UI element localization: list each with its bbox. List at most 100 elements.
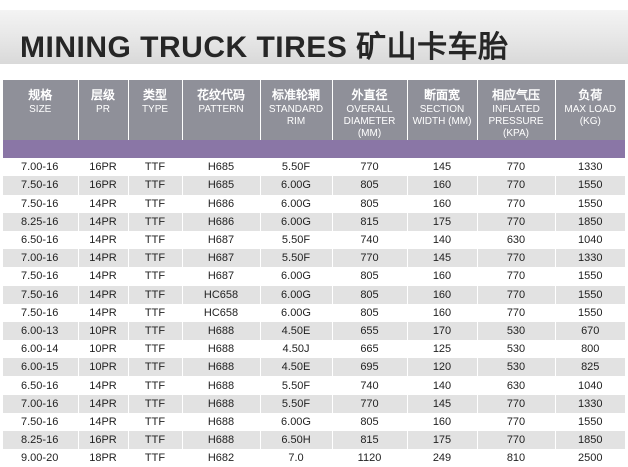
- table-body: 7.00-16 16PR TTF H685 5.50F 770 145 770 1330 7.50…: [3, 140, 625, 467]
- column-header-cn: 外直径: [351, 88, 388, 102]
- table-cell: 1040: [555, 230, 625, 250]
- table-cell: 7.50-16: [3, 412, 79, 431]
- table-header-row: 规格 SIZE 层级 PR 类型 TYPE 花纹代码 PATTERN 标准轮辋 STANDARD …: [3, 80, 625, 140]
- table-row: 6.00-15 10PR TTF H688 4.50E 695 120 530 825: [3, 358, 625, 377]
- column-header-en: PR: [96, 104, 110, 115]
- table-cell: H682: [182, 449, 261, 467]
- column-header-cn: 花纹代码: [196, 88, 245, 102]
- column-header-cn: 相应气压: [491, 88, 540, 102]
- table-cell: H687: [182, 267, 261, 286]
- table-row: 8.25-16 14PR TTF H686 6.00G 815 175 770 1850: [3, 212, 625, 231]
- title-band: [0, 10, 628, 64]
- table-cell: TTF: [128, 230, 183, 250]
- table-cell: 18PR: [78, 449, 129, 467]
- table-cell: 630: [477, 230, 556, 250]
- table-cell: 2500: [555, 449, 625, 467]
- table-cell: 805: [332, 285, 408, 304]
- table-row: 7.50-16 14PR TTF H688 6.00G 805 160 770 1550: [3, 412, 625, 431]
- table-cell: 7.50-16: [3, 176, 79, 195]
- table-cell: 1550: [555, 303, 625, 322]
- table-cell: 160: [407, 412, 478, 431]
- column-header: 规格 SIZE: [3, 80, 79, 140]
- table-cell: 14PR: [78, 303, 129, 322]
- table-cell: 770: [477, 249, 556, 268]
- table-cell: 6.00G: [260, 176, 333, 195]
- column-header: 标准轮辋 STANDARD RIM: [260, 80, 333, 140]
- table-cell: 740: [332, 376, 408, 395]
- table-cell: H686: [182, 194, 261, 213]
- table-cell: 530: [477, 321, 556, 341]
- table-cell: 740: [332, 230, 408, 250]
- header-divider: [3, 140, 625, 159]
- table-cell: 6.50H: [260, 431, 333, 450]
- table-cell: 805: [332, 303, 408, 322]
- table-cell: 160: [407, 176, 478, 195]
- table-row: 6.50-16 14PR TTF H687 5.50F 740 140 630 1040: [3, 230, 625, 250]
- table-cell: 5.50F: [260, 376, 333, 395]
- table-cell: 145: [407, 394, 478, 413]
- table-cell: 770: [332, 158, 408, 177]
- table-cell: TTF: [128, 158, 183, 177]
- table-cell: H688: [182, 340, 261, 359]
- table-cell: 6.50-16: [3, 230, 79, 250]
- column-header: 类型 TYPE: [128, 80, 183, 140]
- table-cell: 5.50F: [260, 158, 333, 177]
- table-cell: 5.50F: [260, 249, 333, 268]
- table-cell: H688: [182, 412, 261, 431]
- table-cell: TTF: [128, 303, 183, 322]
- table-cell: 815: [332, 431, 408, 450]
- table-cell: TTF: [128, 376, 183, 395]
- table-cell: 770: [477, 285, 556, 304]
- table-cell: 810: [477, 449, 556, 467]
- table-cell: 4.50E: [260, 321, 333, 341]
- table-cell: TTF: [128, 431, 183, 450]
- table-cell: 6.00-14: [3, 340, 79, 359]
- table-cell: 5.50F: [260, 394, 333, 413]
- table-cell: 6.00G: [260, 212, 333, 231]
- table-row: 7.50-16 14PR TTF H686 6.00G 805 160 770 1550: [3, 194, 625, 213]
- table-cell: 1550: [555, 176, 625, 195]
- table-cell: 140: [407, 230, 478, 250]
- table-cell: 1550: [555, 194, 625, 213]
- table-cell: 14PR: [78, 267, 129, 286]
- table-row: 7.00-16 16PR TTF H685 5.50F 770 145 770 1330: [3, 158, 625, 177]
- table-cell: 1550: [555, 412, 625, 431]
- table-cell: 6.00G: [260, 267, 333, 286]
- table-row: 7.50-16 16PR TTF H685 6.00G 805 160 770 1550: [3, 176, 625, 195]
- table-cell: H686: [182, 212, 261, 231]
- table-cell: H687: [182, 230, 261, 250]
- table-cell: 6.00-15: [3, 358, 79, 377]
- table-cell: H688: [182, 358, 261, 377]
- table-cell: 8.25-16: [3, 212, 79, 231]
- table-cell: 4.50E: [260, 358, 333, 377]
- column-header-cn: 规格: [28, 88, 53, 102]
- table-cell: 170: [407, 321, 478, 341]
- table-cell: 9.00-20: [3, 449, 79, 467]
- table-cell: 14PR: [78, 285, 129, 304]
- column-header-cn: 断面宽: [423, 88, 460, 102]
- table-row: 7.50-16 14PR TTF HC658 6.00G 805 160 770 1550: [3, 285, 625, 304]
- table-cell: 14PR: [78, 394, 129, 413]
- column-header-en: MAX LOAD (KG): [564, 104, 617, 127]
- table-cell: 1120: [332, 449, 408, 467]
- table-cell: 800: [555, 340, 625, 359]
- table-cell: 120: [407, 358, 478, 377]
- table-cell: TTF: [128, 212, 183, 231]
- table-cell: 815: [332, 212, 408, 231]
- table-cell: 145: [407, 249, 478, 268]
- table-cell: 1040: [555, 376, 625, 395]
- table-cell: 1330: [555, 394, 625, 413]
- column-header-en: PATTERN: [198, 104, 244, 115]
- table-cell: 14PR: [78, 194, 129, 213]
- table-cell: 8.25-16: [3, 431, 79, 450]
- table-cell: 14PR: [78, 212, 129, 231]
- table-cell: 1850: [555, 431, 625, 450]
- table-cell: 1330: [555, 158, 625, 177]
- table-cell: 805: [332, 176, 408, 195]
- table-cell: 805: [332, 194, 408, 213]
- column-header: 外直径 OVERALL DIAMETER (MM): [332, 80, 408, 140]
- table-cell: 14PR: [78, 376, 129, 395]
- table-cell: TTF: [128, 267, 183, 286]
- table-cell: 160: [407, 303, 478, 322]
- table-cell: 670: [555, 321, 625, 341]
